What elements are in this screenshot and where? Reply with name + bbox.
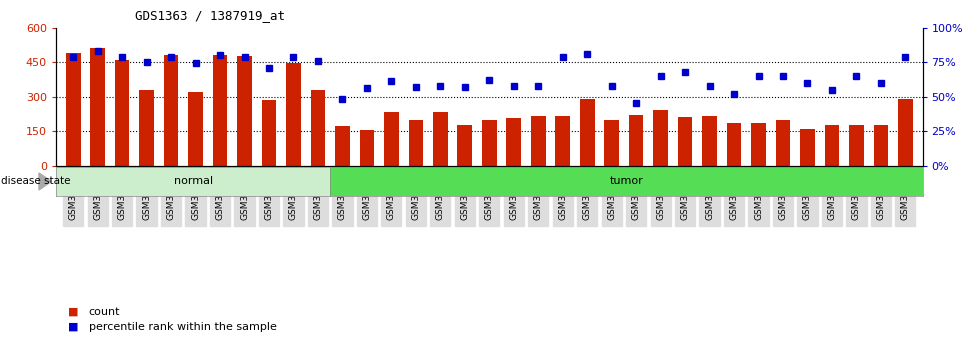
Bar xyxy=(238,56,252,166)
Bar xyxy=(506,118,521,166)
Bar xyxy=(825,125,839,166)
Bar xyxy=(531,116,546,166)
Bar xyxy=(139,90,154,166)
Bar xyxy=(726,123,741,166)
Bar xyxy=(384,111,399,166)
Bar xyxy=(580,99,594,166)
Bar xyxy=(311,90,326,166)
Bar xyxy=(555,116,570,166)
Polygon shape xyxy=(39,173,51,190)
Bar xyxy=(482,120,497,166)
Bar xyxy=(898,99,913,166)
Bar xyxy=(678,117,693,166)
Bar xyxy=(605,120,619,166)
Bar xyxy=(629,115,643,166)
Bar xyxy=(433,111,447,166)
Text: ■: ■ xyxy=(68,322,78,332)
Text: GDS1363 / 1387919_at: GDS1363 / 1387919_at xyxy=(135,9,285,22)
Bar xyxy=(188,92,203,166)
Bar xyxy=(262,100,276,166)
Bar xyxy=(458,125,472,166)
Bar xyxy=(653,110,668,166)
Bar xyxy=(335,127,350,166)
Text: tumor: tumor xyxy=(610,177,643,186)
Bar xyxy=(702,116,717,166)
Bar xyxy=(800,129,815,166)
Text: percentile rank within the sample: percentile rank within the sample xyxy=(89,322,276,332)
Bar xyxy=(776,120,790,166)
Bar xyxy=(286,63,300,166)
Bar xyxy=(115,60,129,166)
Bar xyxy=(359,130,374,166)
Bar xyxy=(163,55,179,166)
Bar xyxy=(752,123,766,166)
Text: count: count xyxy=(89,307,121,317)
Bar xyxy=(873,125,889,166)
Bar xyxy=(849,125,864,166)
Bar xyxy=(213,55,227,166)
Bar xyxy=(66,53,80,166)
Text: ■: ■ xyxy=(68,307,78,317)
Text: disease state: disease state xyxy=(1,177,71,186)
Text: normal: normal xyxy=(174,177,213,186)
Bar xyxy=(90,48,105,166)
Bar xyxy=(409,120,423,166)
